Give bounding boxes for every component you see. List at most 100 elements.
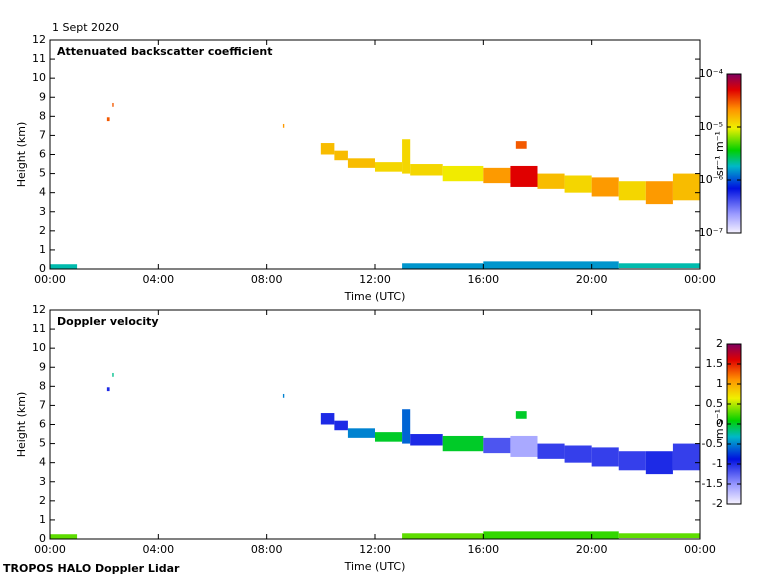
x-tick-label: 00:00 xyxy=(34,273,66,286)
data-cell xyxy=(618,451,646,471)
x-tick-label: 08:00 xyxy=(251,273,283,286)
data-cell xyxy=(106,117,110,122)
x-axis-label: Time (UTC) xyxy=(344,290,406,303)
y-tick-label: 3 xyxy=(39,475,46,488)
y-tick-label: 1 xyxy=(39,243,46,256)
y-tick-label: 10 xyxy=(32,71,46,84)
y-tick-label: 12 xyxy=(32,303,46,316)
y-tick-label: 3 xyxy=(39,205,46,218)
data-cell xyxy=(510,165,538,187)
colorbar xyxy=(726,73,742,234)
data-cell xyxy=(672,443,700,471)
colorbar-tick-label: -2 xyxy=(712,497,723,510)
y-tick-label: 4 xyxy=(39,186,46,199)
data-cell xyxy=(483,167,511,184)
data-cell xyxy=(347,428,375,438)
data-cell xyxy=(645,181,673,205)
colorbar-label: sr⁻¹ m⁻¹ xyxy=(713,131,726,176)
colorbar-tick-label: 1.5 xyxy=(706,357,724,370)
data-cell xyxy=(282,123,285,128)
panel-title: Attenuated backscatter coefficient xyxy=(57,45,273,58)
data-cell xyxy=(320,143,335,155)
data-cell xyxy=(334,150,348,161)
data-cell xyxy=(515,141,527,149)
x-tick-label: 12:00 xyxy=(359,273,391,286)
data-cell xyxy=(645,451,673,475)
x-axis-label: Time (UTC) xyxy=(344,560,406,573)
date: 1 Sept 2020 xyxy=(52,21,119,34)
data-cell xyxy=(510,435,538,457)
y-tick-label: 0 xyxy=(39,262,46,275)
x-tick-label: 04:00 xyxy=(142,543,174,556)
x-tick-label: 00:00 xyxy=(684,543,716,556)
data-cell xyxy=(112,102,114,107)
y-tick-label: 8 xyxy=(39,109,46,122)
data-cell xyxy=(483,261,619,269)
x-tick-label: 08:00 xyxy=(251,543,283,556)
data-cell xyxy=(402,263,484,269)
y-tick-label: 10 xyxy=(32,341,46,354)
footer: TROPOS HALO Doppler Lidar xyxy=(3,562,180,575)
colorbar-tick-label: -1.5 xyxy=(702,477,723,490)
y-tick-label: 2 xyxy=(39,494,46,507)
data-cell xyxy=(320,413,335,425)
data-cell xyxy=(515,411,527,419)
x-tick-label: 04:00 xyxy=(142,273,174,286)
data-cell xyxy=(672,173,700,201)
y-tick-label: 5 xyxy=(39,167,46,180)
colorbar-tick-label: 10⁻⁷ xyxy=(699,226,723,239)
y-tick-label: 9 xyxy=(39,360,46,373)
y-tick-label: 1 xyxy=(39,513,46,526)
x-tick-label: 12:00 xyxy=(359,543,391,556)
x-tick-label: 00:00 xyxy=(684,273,716,286)
x-tick-label: 16:00 xyxy=(467,543,499,556)
x-tick-label: 20:00 xyxy=(576,543,608,556)
colorbar-tick-label: -0.5 xyxy=(702,437,723,450)
y-tick-label: 8 xyxy=(39,379,46,392)
x-tick-label: 00:00 xyxy=(34,543,66,556)
data-cell xyxy=(402,409,411,444)
data-cell xyxy=(442,165,484,182)
y-axis-label: Height (km) xyxy=(15,392,28,458)
data-cell xyxy=(483,531,619,539)
colorbar-tick-label: 10⁻⁵ xyxy=(699,120,723,133)
data-cell xyxy=(402,139,411,174)
data-cell xyxy=(50,534,78,539)
colorbar-tick-label: 0 xyxy=(716,417,723,430)
data-cell xyxy=(375,162,403,172)
data-cell xyxy=(106,387,110,392)
y-tick-label: 0 xyxy=(39,532,46,545)
data-cell xyxy=(410,164,443,176)
colorbar-tick-label: 10⁻⁴ xyxy=(699,67,724,80)
y-tick-label: 5 xyxy=(39,437,46,450)
y-tick-label: 11 xyxy=(32,322,46,335)
data-cell xyxy=(483,437,511,454)
data-cell xyxy=(50,264,78,269)
colorbar-tick-label: 1 xyxy=(716,377,723,390)
colorbar-label: m s⁻¹ xyxy=(713,409,726,439)
data-cell xyxy=(618,533,700,539)
x-tick-label: 20:00 xyxy=(576,273,608,286)
data-cell xyxy=(537,173,565,189)
x-tick-label: 16:00 xyxy=(467,273,499,286)
y-axis-label: Height (km) xyxy=(15,122,28,188)
data-cell xyxy=(591,447,619,467)
y-tick-label: 7 xyxy=(39,398,46,411)
data-cell xyxy=(375,432,403,442)
y-tick-label: 6 xyxy=(39,148,46,161)
colorbar-tick-label: 2 xyxy=(716,337,723,350)
data-cell xyxy=(564,445,592,463)
panel-title: Doppler velocity xyxy=(57,315,159,328)
y-tick-label: 2 xyxy=(39,224,46,237)
data-cell xyxy=(347,158,375,168)
data-cell xyxy=(537,443,565,459)
data-cell xyxy=(564,175,592,193)
y-tick-label: 11 xyxy=(32,52,46,65)
y-tick-label: 12 xyxy=(32,33,46,46)
colorbar-tick-label: 10⁻⁶ xyxy=(699,173,724,186)
y-tick-label: 6 xyxy=(39,418,46,431)
data-cell xyxy=(618,263,700,269)
colorbar-tick-label: -1 xyxy=(712,457,723,470)
y-tick-label: 7 xyxy=(39,128,46,141)
